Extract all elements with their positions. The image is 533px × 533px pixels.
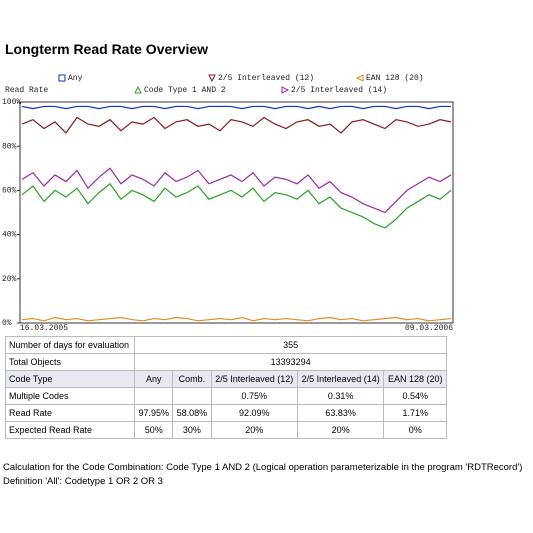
legend-marker [208,74,216,83]
table-cell: 58.08% [172,404,212,422]
table-cell: 30% [172,421,212,439]
series-line [21,316,452,322]
table-cell: 355 [134,336,447,354]
plot-area [19,101,454,324]
table-cell: 13393294 [134,353,447,371]
series-line [21,167,452,214]
legend-label: 2/5 Interleaved (14) [291,86,387,95]
table-cell: Read Rate [4,404,136,422]
table-cell: Any [134,370,174,388]
table-cell [172,387,212,405]
table-cell: 2/5 Interleaved (14) [296,370,385,388]
table-cell: 63.83% [296,404,385,422]
chart: Read Rate 0% 20% 40% 60% 80% 100% 16.03.2005 09.… [2,74,454,332]
table-row: Total Objects 13393294 [4,353,447,371]
table-cell: 20% [296,421,385,439]
table-cell: Comb. [172,370,212,388]
table-row: Read Rate 97.95% 58.08% 92.09% 63.83% 1.71% [4,404,447,422]
table-row: Code Type Any Comb. 2/5 Interleaved (12) 2/5… [4,370,447,388]
table-cell: Expected Read Rate [4,421,136,439]
summary-table: Number of days for evaluation 355 Total Ob… [4,336,447,439]
y-tick-label: 20% [2,275,17,284]
table-cell: 2/5 Interleaved (12) [210,370,298,388]
table-row: Expected Read Rate 50% 30% 20% 20% 0% [4,421,447,439]
legend-label: Any [68,74,83,83]
table-cell [134,387,174,405]
legend-marker [58,74,66,82]
y-tick-label: 0% [2,319,12,328]
table-cell: 0% [383,421,447,439]
table-cell: EAN 128 (20) [383,370,447,388]
y-tick-label: 40% [2,231,17,240]
y-tick-label: 100% [2,98,21,107]
legend-label: Code Type 1 AND 2 [144,86,226,95]
note: Definition 'All': Codetype 1 OR 2 OR 3 [3,476,163,487]
table-cell: 50% [134,421,174,439]
series-line [21,116,452,134]
table-row: Number of days for evaluation 355 [4,336,447,354]
x-tick-label: 09.03.2006 [405,324,453,332]
legend-marker [355,74,364,82]
y-axis-label: Read Rate [5,86,48,95]
table-cell: Number of days for evaluation [4,336,136,354]
series-line [21,105,451,110]
table-cell: 0.75% [210,387,298,405]
table-cell: 20% [210,421,298,439]
y-tick-label: 80% [2,142,17,151]
note: Calculation for the Code Combination: Co… [3,462,523,473]
legend-label: EAN 128 (20) [366,74,424,83]
table-cell: Total Objects [4,353,136,371]
table-row: Multiple Codes 0.75% 0.31% 0.54% [4,387,447,405]
table-cell: 0.31% [296,387,385,405]
table-cell: 97.95% [134,404,174,422]
legend-marker [281,86,290,94]
table-cell: 0.54% [383,387,447,405]
table-cell: Code Type [4,370,136,388]
series-line [21,182,452,229]
title: Longterm Read Rate Overview [5,41,209,57]
legend-marker [134,85,142,94]
legend-label: 2/5 Interleaved (12) [218,74,314,83]
table-cell: 92.09% [210,404,298,422]
table-cell: Multiple Codes [4,387,136,405]
x-tick-label: 16.03.2005 [20,324,68,332]
table-cell: 1.71% [383,404,447,422]
y-tick-label: 60% [2,187,17,196]
